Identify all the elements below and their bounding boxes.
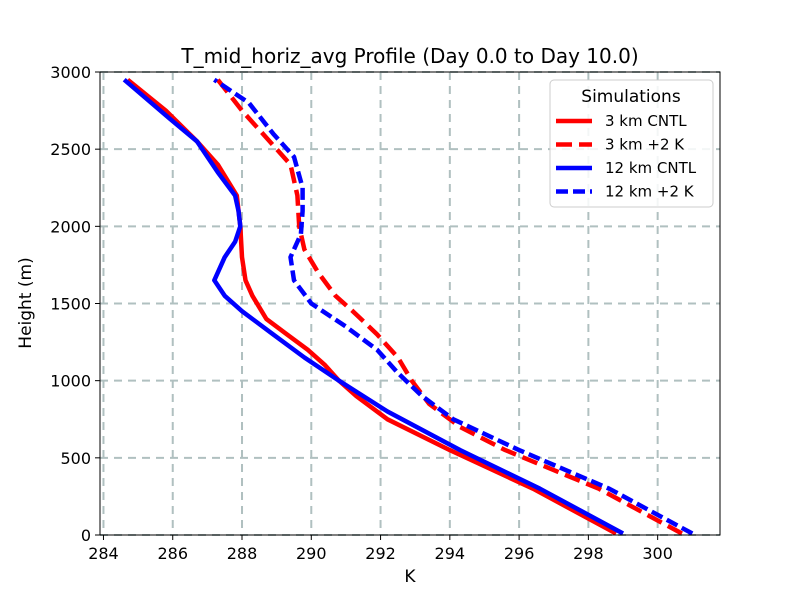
- y-tick-label: 2000: [50, 217, 91, 236]
- legend-box: [549, 79, 714, 208]
- x-tick-label: 298: [573, 544, 604, 563]
- series-line-3: [213, 77, 694, 536]
- legend-label-0: 3 km CNTL: [605, 112, 687, 130]
- y-tick-label: 1000: [50, 372, 91, 391]
- chart-title: T_mid_horiz_avg Profile (Day 0.0 to Day …: [180, 44, 638, 68]
- x-tick-label: 294: [435, 544, 466, 563]
- y-tick-label: 1500: [50, 295, 91, 314]
- legend-label-1: 3 km +2 K: [605, 136, 685, 154]
- legend-items: 3 km CNTL 3 km +2 K 12 km CNTL 12 km +2 K: [556, 112, 697, 201]
- x-axis-ticks: 284 286 288 290 292 294 296 298 300: [88, 535, 673, 563]
- x-tick-label: 300: [642, 544, 673, 563]
- x-axis-label: K: [404, 567, 416, 587]
- x-tick-label: 290: [296, 544, 327, 563]
- series-line-2: [122, 77, 625, 536]
- x-tick-label: 284: [88, 544, 119, 563]
- series-line-1: [216, 78, 683, 536]
- legend: Simulations 3 km CNTL 3 km +2 K 12 km CNTL…: [549, 79, 714, 208]
- legend-title: Simulations: [581, 87, 681, 107]
- y-tick-label: 2500: [50, 140, 91, 159]
- series-lines: [122, 77, 694, 536]
- legend-label-2: 12 km CNTL: [605, 159, 697, 177]
- y-axis-label: Height (m): [16, 257, 36, 348]
- y-tick-label: 0: [81, 526, 91, 545]
- y-tick-label: 500: [60, 449, 91, 468]
- x-tick-label: 286: [157, 544, 188, 563]
- x-tick-label: 288: [227, 544, 258, 563]
- y-axis-ticks: 0 500 1000 1500 2000 2500 3000: [50, 63, 100, 545]
- x-tick-label: 292: [365, 544, 396, 563]
- y-tick-label: 3000: [50, 63, 91, 82]
- legend-label-3: 12 km +2 K: [605, 183, 695, 201]
- series-line-0: [126, 77, 618, 536]
- x-tick-label: 296: [504, 544, 535, 563]
